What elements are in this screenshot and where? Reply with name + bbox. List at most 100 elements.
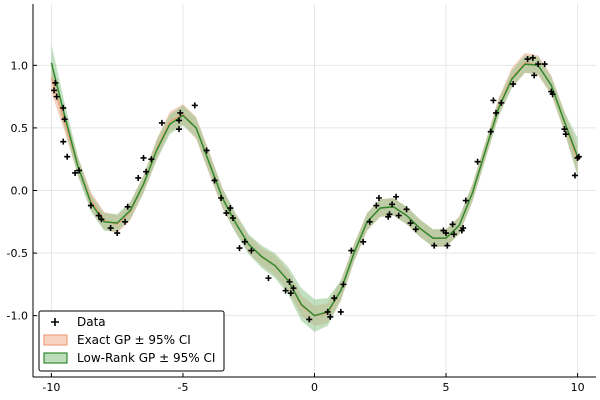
- data-point-16: [135, 174, 142, 181]
- data-point-31: [236, 245, 243, 252]
- data-point-68: [487, 128, 494, 135]
- legend: Data Exact GP ± 95% CI Low-Rank GP ± 95% C…: [38, 310, 225, 372]
- data-point-80: [561, 126, 568, 133]
- data-point-62: [449, 221, 456, 228]
- x-tick-label-2: 0: [311, 381, 318, 394]
- data-point-38: [290, 285, 297, 292]
- data-point-36: [286, 278, 293, 285]
- data-point-57: [412, 226, 419, 233]
- data-point-60: [443, 230, 450, 237]
- legend-label-0: Data: [77, 315, 106, 329]
- data-point-66: [462, 197, 469, 204]
- mean-lines: [50, 62, 579, 317]
- data-point-28: [223, 210, 230, 217]
- data-point-69: [490, 97, 497, 104]
- data-point-3: [60, 104, 67, 111]
- x-tick-label-3: 5: [443, 381, 450, 394]
- y-tick-label-2: 0.0: [11, 185, 29, 198]
- data-point-72: [510, 81, 517, 88]
- data-point-51: [386, 211, 393, 218]
- y-tick-label-0: -1.0: [7, 310, 28, 323]
- data-point-26: [211, 177, 218, 184]
- data-point-39: [306, 316, 313, 323]
- data-point-0: [51, 87, 58, 94]
- data-point-2: [53, 93, 60, 100]
- data-point-12: [107, 225, 114, 232]
- data-point-40: [324, 308, 331, 315]
- data-point-58: [431, 242, 438, 249]
- data-point-5: [60, 138, 67, 145]
- data-point-37: [287, 290, 294, 297]
- data-point-82: [571, 172, 578, 179]
- data-point-21: [176, 117, 183, 124]
- data-point-6: [64, 153, 71, 160]
- data-point-79: [549, 91, 556, 98]
- data-point-76: [535, 61, 542, 68]
- data-point-30: [229, 215, 236, 222]
- data-point-15: [124, 203, 131, 210]
- legend-label-2: Low-Rank GP ± 95% CI: [77, 351, 215, 365]
- data-point-24: [191, 102, 198, 109]
- data-point-74: [529, 54, 536, 61]
- data-point-70: [493, 109, 500, 116]
- data-point-48: [373, 202, 380, 209]
- tick-labels: -10 -5 0 5 10 -1.0 -0.5 0.0 0.5 1.0: [7, 59, 585, 394]
- data-point-56: [407, 220, 414, 227]
- data-point-32: [241, 238, 248, 245]
- data-point-42: [331, 295, 338, 302]
- data-point-46: [360, 238, 367, 245]
- legend-marker-0: [51, 318, 59, 326]
- data-point-75: [531, 72, 538, 79]
- data-point-23: [176, 126, 183, 133]
- data-point-1: [52, 79, 59, 86]
- legend-box: [38, 310, 225, 372]
- data-point-81: [562, 131, 569, 138]
- data-point-34: [265, 275, 272, 282]
- y-tick-label-1: -0.5: [7, 247, 28, 260]
- data-point-29: [227, 205, 234, 212]
- data-point-33: [248, 247, 255, 254]
- data-point-17: [140, 154, 147, 161]
- data-point-61: [444, 242, 451, 249]
- data-point-9: [87, 202, 94, 209]
- data-points: [51, 54, 582, 323]
- data-point-67: [474, 158, 481, 165]
- legend-swatch-1: [43, 334, 68, 346]
- y-tick-label-4: 1.0: [11, 59, 29, 72]
- data-point-7: [72, 169, 79, 176]
- data-point-84: [575, 153, 582, 160]
- data-point-25: [203, 147, 210, 154]
- data-point-52: [389, 201, 396, 208]
- data-point-73: [524, 56, 531, 63]
- data-point-19: [148, 156, 155, 163]
- data-point-13: [114, 230, 121, 237]
- data-point-77: [541, 61, 548, 68]
- x-tick-label-4: 10: [571, 381, 585, 394]
- data-point-53: [393, 193, 400, 200]
- data-point-4: [61, 116, 68, 123]
- data-point-18: [143, 168, 150, 175]
- data-point-55: [403, 206, 410, 213]
- mean-line-series-1: [50, 62, 579, 317]
- data-point-27: [218, 195, 225, 202]
- data-point-35: [282, 287, 289, 294]
- data-point-8: [76, 167, 83, 174]
- data-point-14: [122, 218, 129, 225]
- data-point-11: [98, 216, 105, 223]
- data-point-45: [348, 247, 355, 254]
- data-point-20: [158, 119, 165, 126]
- data-point-54: [395, 212, 402, 219]
- data-point-44: [340, 281, 347, 288]
- data-point-47: [366, 218, 373, 225]
- x-tick-label-1: -5: [177, 381, 188, 394]
- data-point-71: [498, 99, 505, 106]
- data-point-41: [327, 313, 334, 320]
- data-point-10: [95, 212, 102, 219]
- legend-swatch-2: [43, 352, 68, 364]
- y-tick-label-3: 0.5: [11, 122, 29, 135]
- data-point-63: [450, 231, 457, 238]
- legend-label-1: Exact GP ± 95% CI: [77, 333, 191, 347]
- data-point-43: [337, 308, 344, 315]
- data-point-22: [177, 109, 184, 116]
- data-point-49: [375, 195, 382, 202]
